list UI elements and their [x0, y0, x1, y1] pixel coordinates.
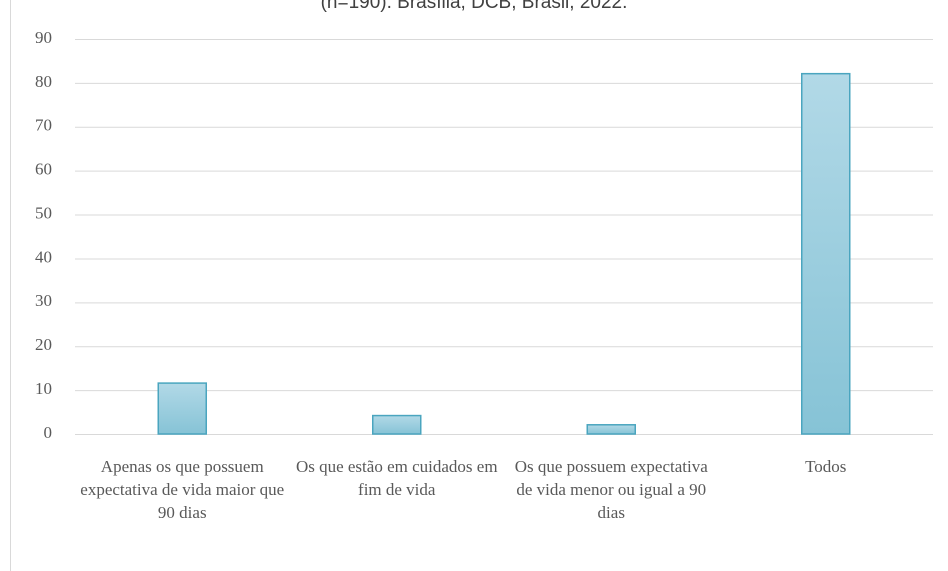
y-tick-label: 90 — [35, 28, 52, 47]
chart-title: (n=190). Brasília, DCB, Brasil, 2022. — [321, 0, 628, 13]
y-tick-label: 70 — [35, 116, 52, 135]
y-tick-label: 0 — [44, 423, 53, 442]
y-tick-label: 60 — [35, 160, 52, 179]
x-tick-label: Os que possuem expectativa de vida menor… — [514, 457, 708, 522]
x-tick-label: Apenas os que possuem expectativa de vid… — [80, 457, 285, 522]
y-tick-label: 50 — [35, 203, 52, 222]
bar — [586, 424, 636, 435]
y-tick-label: 80 — [35, 72, 52, 91]
x-tick-label: Os que estão em cuidados em fim de vida — [295, 457, 498, 499]
bar — [372, 414, 422, 435]
y-tick-label: 20 — [35, 335, 52, 354]
x-tick-label: Todos — [805, 457, 847, 476]
y-tick-label: 10 — [35, 379, 52, 398]
y-tick-label: 30 — [35, 291, 52, 310]
bar — [157, 382, 207, 435]
bar — [801, 72, 851, 435]
y-tick-label: 40 — [35, 247, 52, 266]
